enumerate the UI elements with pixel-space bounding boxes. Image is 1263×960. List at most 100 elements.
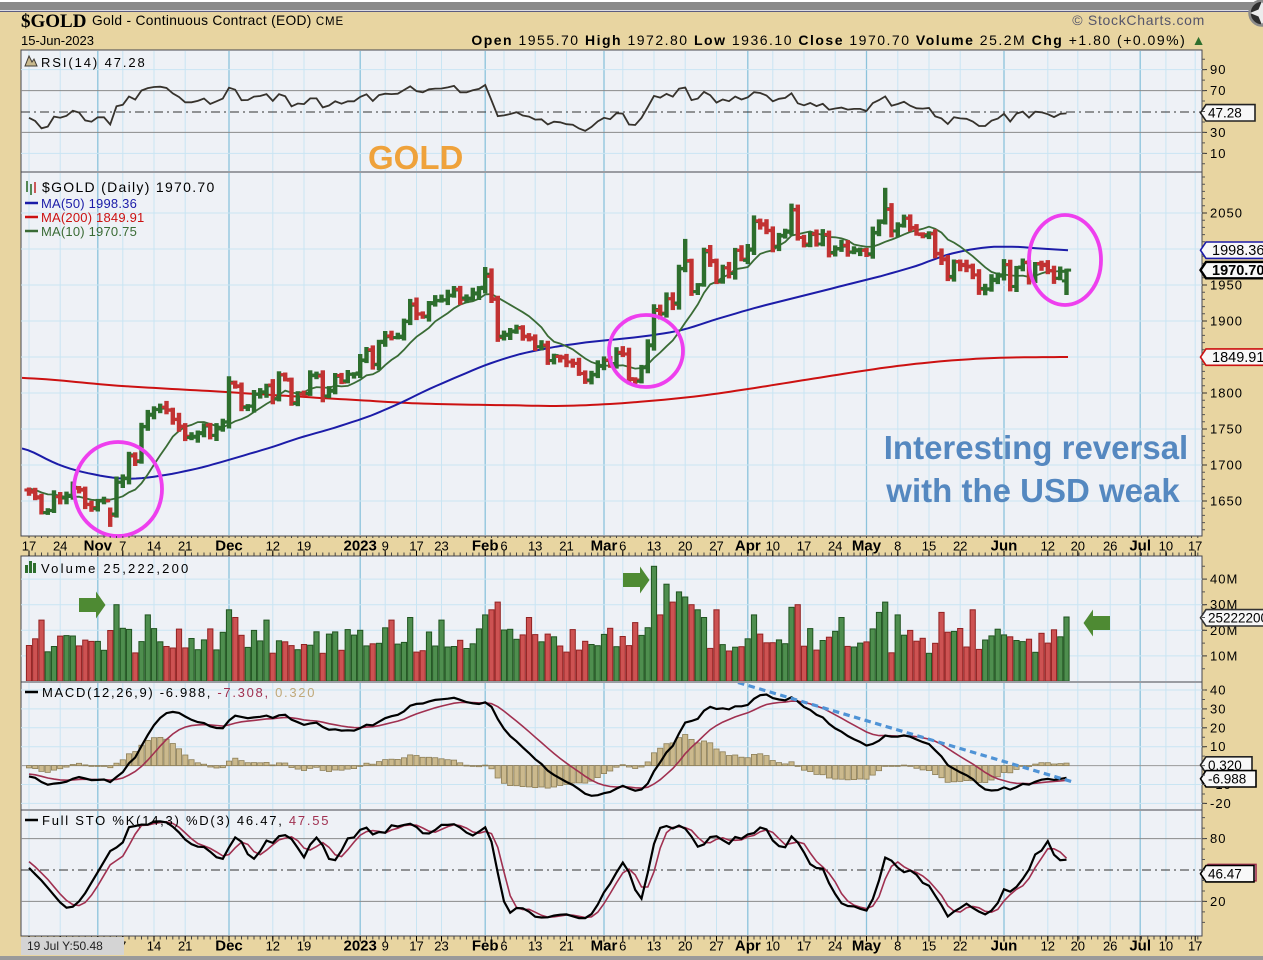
- svg-text:20: 20: [1210, 894, 1226, 909]
- svg-text:Apr: Apr: [735, 538, 761, 555]
- svg-text:21: 21: [178, 939, 192, 954]
- svg-text:Mar: Mar: [591, 938, 618, 955]
- svg-text:15-Jun-2023: 15-Jun-2023: [21, 33, 94, 48]
- svg-text:20: 20: [678, 939, 692, 954]
- svg-text:0.320: 0.320: [1208, 758, 1242, 773]
- svg-text:Apr: Apr: [735, 938, 761, 955]
- svg-text:17: 17: [797, 939, 811, 954]
- svg-text:24: 24: [828, 939, 842, 954]
- svg-text:-6.988: -6.988: [1208, 772, 1246, 787]
- svg-text:$GOLD (Daily) 1970.70: $GOLD (Daily) 1970.70: [42, 179, 216, 195]
- svg-text:1900: 1900: [1210, 314, 1243, 329]
- svg-text:30M: 30M: [1210, 597, 1238, 612]
- svg-text:Gold - Continuous Contract (EO: Gold - Continuous Contract (EOD) CME: [92, 13, 344, 28]
- svg-text:Mar: Mar: [591, 538, 618, 555]
- svg-text:Dec: Dec: [215, 538, 243, 555]
- svg-text:May: May: [852, 538, 882, 555]
- svg-text:6: 6: [500, 939, 507, 954]
- svg-text:21: 21: [559, 939, 573, 954]
- svg-text:6: 6: [619, 539, 626, 554]
- svg-text:26: 26: [1103, 539, 1117, 554]
- svg-text:Jul: Jul: [1129, 538, 1151, 555]
- svg-text:12: 12: [266, 939, 280, 954]
- svg-text:10: 10: [766, 539, 780, 554]
- svg-text:10: 10: [766, 939, 780, 954]
- svg-text:23: 23: [434, 539, 448, 554]
- svg-text:21: 21: [559, 539, 573, 554]
- svg-text:70: 70: [1210, 83, 1226, 98]
- svg-text:19: 19: [297, 539, 311, 554]
- svg-text:GOLD: GOLD: [368, 139, 463, 176]
- svg-text:MA(50) 1998.36: MA(50) 1998.36: [41, 196, 137, 211]
- svg-text:9: 9: [382, 539, 389, 554]
- svg-text:14: 14: [147, 539, 161, 554]
- svg-text:21: 21: [178, 539, 192, 554]
- svg-text:90: 90: [1210, 62, 1226, 77]
- svg-text:22: 22: [953, 539, 967, 554]
- svg-text:Feb: Feb: [472, 538, 499, 555]
- svg-text:26: 26: [1103, 939, 1117, 954]
- svg-text:Full STO %K(14,3) %D(3) 46.47,: Full STO %K(14,3) %D(3) 46.47, 47.55: [42, 813, 330, 828]
- svg-text:© StockCharts.com: © StockCharts.com: [1072, 12, 1205, 28]
- svg-text:10: 10: [1159, 939, 1173, 954]
- svg-text:17: 17: [409, 539, 423, 554]
- svg-text:2023: 2023: [344, 538, 377, 555]
- svg-text:30: 30: [1210, 701, 1226, 716]
- svg-text:MA(200) 1849.91: MA(200) 1849.91: [41, 210, 144, 225]
- svg-text:9: 9: [382, 939, 389, 954]
- svg-text:1950: 1950: [1210, 278, 1243, 293]
- svg-text:with the USD weak: with the USD weak: [885, 472, 1180, 509]
- svg-text:40M: 40M: [1210, 572, 1238, 587]
- svg-text:46.47: 46.47: [1208, 867, 1242, 882]
- svg-text:1800: 1800: [1210, 386, 1243, 401]
- svg-text:8: 8: [894, 539, 901, 554]
- svg-text:MA(10) 1970.75: MA(10) 1970.75: [41, 224, 137, 239]
- svg-text:1970.70: 1970.70: [1212, 263, 1263, 279]
- svg-text:30: 30: [1210, 125, 1226, 140]
- svg-text:23: 23: [434, 939, 448, 954]
- svg-text:20: 20: [1071, 939, 1085, 954]
- svg-text:14: 14: [147, 939, 161, 954]
- svg-text:Jul: Jul: [1129, 938, 1151, 955]
- svg-text:12: 12: [1041, 939, 1055, 954]
- svg-text:17: 17: [22, 539, 36, 554]
- svg-text:Nov: Nov: [84, 538, 113, 555]
- svg-text:10: 10: [1210, 146, 1226, 161]
- svg-text:2023: 2023: [344, 938, 377, 955]
- svg-text:19 Jul Y:50.48: 19 Jul Y:50.48: [27, 939, 103, 953]
- svg-text:Open 1955.70 High 1972.80 Lo: Open 1955.70 High 1972.80 Low 1936.10 Cl…: [471, 32, 1207, 48]
- svg-text:12: 12: [266, 539, 280, 554]
- svg-text:25222200: 25222200: [1208, 611, 1263, 626]
- svg-text:Feb: Feb: [472, 938, 499, 955]
- svg-text:13: 13: [647, 939, 661, 954]
- svg-text:$GOLD: $GOLD: [21, 11, 86, 32]
- svg-text:2050: 2050: [1210, 206, 1243, 221]
- svg-text:12: 12: [1041, 539, 1055, 554]
- svg-text:6: 6: [500, 539, 507, 554]
- svg-text:Jun: Jun: [991, 938, 1018, 955]
- svg-text:15: 15: [922, 539, 936, 554]
- svg-text:7: 7: [119, 539, 126, 554]
- svg-text:1998.36: 1998.36: [1212, 243, 1263, 259]
- svg-text:13: 13: [647, 539, 661, 554]
- svg-text:13: 13: [528, 539, 542, 554]
- svg-text:10: 10: [1159, 539, 1173, 554]
- svg-text:47.28: 47.28: [1208, 106, 1242, 121]
- svg-text:1650: 1650: [1210, 494, 1243, 509]
- svg-text:MACD(12,26,9) -6.988, -7.308,: MACD(12,26,9) -6.988, -7.308, 0.320: [42, 685, 316, 700]
- svg-text:-20: -20: [1210, 796, 1232, 811]
- svg-text:15: 15: [922, 939, 936, 954]
- svg-text:17: 17: [1188, 939, 1202, 954]
- svg-text:20: 20: [1210, 720, 1226, 735]
- svg-text:17: 17: [409, 939, 423, 954]
- svg-text:40: 40: [1210, 683, 1226, 698]
- svg-text:RSI(14) 47.28: RSI(14) 47.28: [41, 55, 147, 70]
- svg-text:17: 17: [797, 539, 811, 554]
- svg-text:10M: 10M: [1210, 648, 1238, 663]
- svg-text:20: 20: [1071, 539, 1085, 554]
- svg-text:24: 24: [828, 539, 842, 554]
- svg-text:20: 20: [678, 539, 692, 554]
- svg-text:80: 80: [1210, 831, 1226, 846]
- svg-text:1700: 1700: [1210, 458, 1243, 473]
- svg-text:13: 13: [528, 939, 542, 954]
